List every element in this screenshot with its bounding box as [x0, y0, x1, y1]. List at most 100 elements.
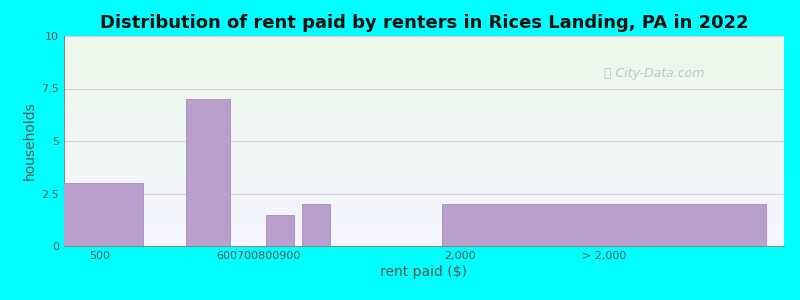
Bar [64, 41, 784, 42]
Bar [64, 196, 784, 197]
Bar [64, 202, 784, 203]
Bar [64, 110, 784, 111]
Bar [64, 79, 784, 80]
Bar [64, 200, 784, 201]
Bar [64, 186, 784, 187]
Bar [64, 62, 784, 63]
Bar [64, 142, 784, 143]
Bar [64, 237, 784, 238]
Bar [64, 49, 784, 50]
Bar [64, 164, 784, 165]
Bar [64, 77, 784, 78]
Bar [64, 92, 784, 93]
Bar [64, 176, 784, 177]
Bar [64, 118, 784, 119]
Bar [302, 204, 330, 246]
Bar [64, 51, 784, 52]
Bar [64, 149, 784, 150]
Bar [64, 155, 784, 156]
Bar [64, 240, 784, 241]
Bar [64, 190, 784, 191]
Bar [64, 80, 784, 81]
Bar [64, 98, 784, 99]
Bar [64, 181, 784, 182]
Bar [64, 198, 784, 199]
Bar [64, 71, 784, 72]
Bar [64, 36, 784, 37]
Bar [64, 136, 784, 137]
Bar [64, 135, 784, 136]
Bar [64, 201, 784, 202]
Bar [64, 189, 784, 190]
Bar [64, 175, 784, 176]
Bar [64, 96, 784, 97]
Bar [64, 217, 784, 218]
Bar [64, 239, 784, 240]
Bar [64, 245, 784, 246]
Bar [64, 64, 784, 65]
Bar [64, 178, 784, 179]
Bar [64, 128, 784, 129]
Bar [64, 69, 784, 70]
Bar [64, 58, 784, 59]
Bar [64, 163, 784, 164]
Bar [64, 169, 784, 170]
Text: Ⓢ City-Data.com: Ⓢ City-Data.com [604, 67, 705, 80]
Bar [64, 225, 784, 226]
Bar [64, 37, 784, 38]
Bar [64, 66, 784, 67]
Bar [64, 203, 784, 204]
Bar [64, 68, 784, 69]
Bar [64, 152, 784, 153]
Bar [64, 48, 784, 49]
Bar [64, 226, 784, 227]
Bar [64, 143, 784, 144]
Bar [64, 212, 784, 213]
Bar [64, 156, 784, 157]
Bar [64, 121, 784, 122]
Bar [64, 38, 784, 39]
Bar [64, 126, 784, 127]
Bar [64, 57, 784, 58]
Bar [64, 115, 784, 116]
Bar [64, 46, 784, 47]
Bar [64, 105, 784, 106]
Bar [64, 50, 784, 51]
Bar [64, 134, 784, 135]
Bar [64, 173, 784, 174]
Bar [64, 195, 784, 196]
Bar [64, 74, 784, 75]
Bar [64, 241, 784, 242]
Bar [64, 209, 784, 210]
Bar [64, 67, 784, 68]
Bar [64, 123, 784, 124]
Bar [64, 47, 784, 48]
Bar [64, 88, 784, 89]
Bar [64, 114, 784, 115]
Bar [64, 204, 784, 205]
Bar [64, 167, 784, 168]
Bar [64, 84, 784, 85]
Bar [64, 171, 784, 172]
Bar [64, 99, 784, 100]
Bar [64, 172, 784, 173]
Bar [64, 183, 784, 184]
Bar [64, 133, 784, 134]
Bar [64, 162, 784, 163]
Bar [64, 166, 784, 167]
Bar [64, 86, 784, 87]
Bar [64, 76, 784, 77]
Bar [64, 243, 784, 244]
Bar [64, 150, 784, 151]
Bar [64, 94, 784, 95]
Bar [64, 238, 784, 239]
Bar [64, 119, 784, 120]
Bar [64, 90, 784, 91]
Bar [64, 83, 784, 84]
Bar [64, 220, 784, 221]
Y-axis label: households: households [23, 102, 38, 180]
Bar [64, 56, 784, 57]
Bar [64, 233, 784, 234]
Bar [64, 199, 784, 200]
Bar [64, 54, 784, 55]
